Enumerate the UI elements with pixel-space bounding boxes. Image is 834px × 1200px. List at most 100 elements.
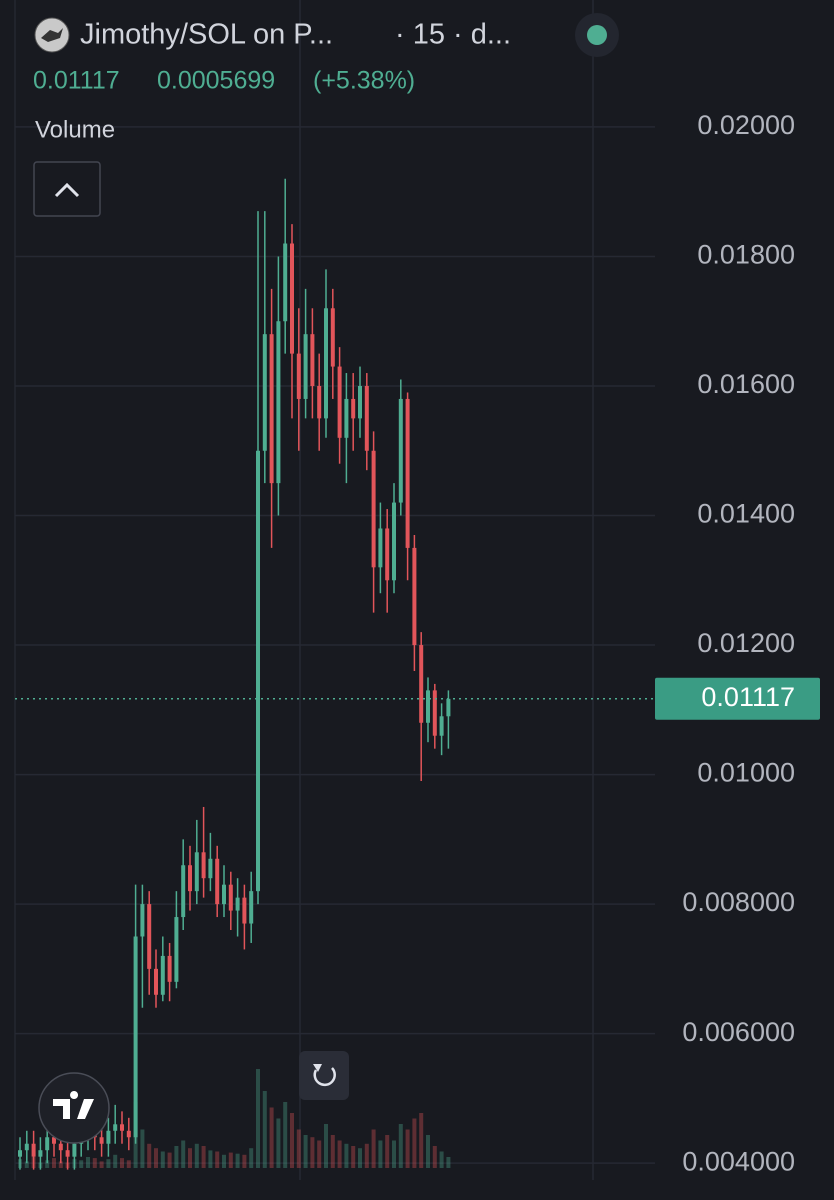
volume-bar bbox=[290, 1113, 294, 1168]
candle-body bbox=[215, 858, 220, 905]
volume-bar bbox=[446, 1157, 451, 1168]
volume-bar bbox=[86, 1157, 90, 1168]
candle-body bbox=[385, 528, 390, 581]
candle-body bbox=[262, 334, 267, 451]
candle-body bbox=[330, 308, 335, 367]
candle-body bbox=[296, 353, 301, 399]
y-tick-label: 0.01600 bbox=[697, 369, 795, 399]
volume-bar bbox=[140, 1129, 145, 1168]
legend-close: 0.01117 bbox=[33, 67, 120, 95]
candle-body bbox=[337, 366, 342, 438]
candle-body bbox=[358, 385, 362, 419]
interval[interactable]: · 15 · d... bbox=[395, 19, 511, 51]
tradingview-logo-mark bbox=[53, 1091, 94, 1119]
volume-bar bbox=[228, 1152, 233, 1168]
current-price: 0.01117 bbox=[15, 677, 820, 720]
collapse-button[interactable] bbox=[33, 161, 101, 217]
volume-bar bbox=[45, 1160, 50, 1168]
volume-bar bbox=[351, 1146, 356, 1168]
candle-body bbox=[181, 865, 186, 918]
volume-bar bbox=[439, 1151, 444, 1168]
candle-body bbox=[167, 955, 172, 982]
volume-bar bbox=[426, 1135, 430, 1168]
candle-body bbox=[160, 955, 165, 995]
candle-body bbox=[228, 884, 233, 911]
candle-body bbox=[419, 645, 424, 723]
candle-body bbox=[256, 450, 260, 892]
volume-bar bbox=[283, 1102, 288, 1168]
reset-button[interactable] bbox=[299, 1051, 349, 1100]
candle-body bbox=[439, 716, 444, 736]
candle-body bbox=[38, 1150, 43, 1157]
candle-body bbox=[405, 398, 410, 548]
volume-pane bbox=[18, 1069, 451, 1168]
volume-bar bbox=[222, 1154, 226, 1168]
candle-body bbox=[31, 1143, 36, 1157]
candle-body bbox=[249, 891, 254, 924]
price-tag-label: 0.01117 bbox=[701, 682, 795, 712]
volume-bar bbox=[24, 1161, 29, 1168]
volume-bar bbox=[215, 1151, 220, 1168]
reset-icon-arrow bbox=[313, 1064, 322, 1072]
volume-bar bbox=[106, 1159, 111, 1168]
volume-bar bbox=[147, 1143, 152, 1168]
volume-bar bbox=[364, 1143, 369, 1168]
y-tick-label: 0.01000 bbox=[697, 758, 795, 788]
volume-bar bbox=[405, 1129, 410, 1168]
volume-bar bbox=[154, 1148, 158, 1168]
volume-bar bbox=[194, 1143, 199, 1168]
candle-body bbox=[106, 1130, 111, 1144]
volume-bar bbox=[276, 1118, 281, 1168]
volume-bar bbox=[79, 1160, 84, 1168]
volume-bar bbox=[303, 1135, 308, 1168]
y-tick-label: 0.01400 bbox=[697, 499, 795, 529]
volume-bar bbox=[337, 1140, 342, 1168]
candle-body bbox=[290, 243, 294, 354]
candle-body bbox=[276, 321, 281, 484]
volume-bar bbox=[378, 1140, 383, 1168]
price-axis: 0.02000 0.01800 0.01600 0.01400 0.01200 0.010… bbox=[682, 110, 795, 1176]
volume-bar bbox=[269, 1107, 274, 1168]
candle-body bbox=[18, 1150, 22, 1157]
volume-bar bbox=[296, 1129, 301, 1168]
candle-body bbox=[188, 865, 192, 892]
candle-body bbox=[120, 1124, 124, 1131]
candle-body bbox=[126, 1130, 131, 1138]
volume-bar bbox=[330, 1135, 335, 1168]
candle-body bbox=[133, 936, 138, 1138]
candle-body bbox=[303, 334, 308, 399]
y-tick-label: 0.004000 bbox=[682, 1146, 795, 1176]
symbol-title[interactable]: Jimothy/SOL on P... bbox=[80, 19, 333, 51]
candle-body bbox=[378, 528, 383, 568]
volume-bar bbox=[126, 1160, 131, 1168]
candle-body bbox=[283, 243, 288, 322]
volume-bar bbox=[181, 1140, 186, 1168]
volume-bar bbox=[113, 1154, 118, 1168]
volume-bar bbox=[174, 1146, 179, 1168]
candle-body bbox=[52, 1137, 56, 1144]
volume-bar bbox=[371, 1129, 376, 1168]
candle-body bbox=[310, 334, 315, 386]
candle-body bbox=[269, 334, 274, 484]
candle-body bbox=[58, 1143, 63, 1151]
candle-body bbox=[45, 1137, 50, 1151]
volume-bar bbox=[344, 1143, 349, 1168]
y-tick-label: 0.02000 bbox=[697, 110, 795, 140]
price-tag bbox=[655, 677, 820, 720]
legend-change: 0.0005699 bbox=[157, 67, 275, 95]
tradingview-logo[interactable] bbox=[38, 1072, 110, 1144]
volume-bar bbox=[392, 1140, 396, 1168]
chevron-up-icon bbox=[54, 182, 80, 198]
candle-body bbox=[174, 917, 179, 982]
y-tick-label: 0.01800 bbox=[697, 240, 795, 270]
candle-body bbox=[364, 385, 369, 451]
volume-bar bbox=[167, 1152, 172, 1168]
candle-body bbox=[432, 690, 437, 736]
volume-bar bbox=[188, 1148, 192, 1168]
volume-bar bbox=[358, 1148, 362, 1168]
volume-bar bbox=[160, 1151, 165, 1168]
candle-body bbox=[208, 858, 213, 879]
candle-body bbox=[242, 897, 247, 924]
